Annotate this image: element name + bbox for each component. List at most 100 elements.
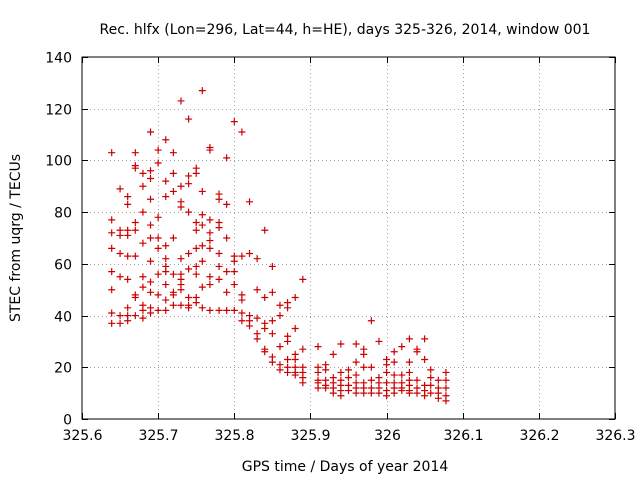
x-tick-label: 325.9 [290, 428, 330, 444]
data-point [230, 281, 238, 289]
data-point [223, 306, 231, 314]
data-point [198, 304, 206, 312]
data-point [177, 97, 185, 105]
data-point [442, 376, 450, 384]
data-point [215, 306, 223, 314]
data-point [116, 312, 124, 320]
data-point [185, 293, 193, 301]
data-point [215, 262, 223, 270]
data-point [434, 394, 442, 402]
data-point [139, 314, 147, 322]
y-tick-label: 60 [54, 258, 72, 274]
data-points [108, 87, 450, 405]
data-point [360, 350, 368, 358]
data-point [169, 301, 177, 309]
data-point [246, 198, 254, 206]
data-point [329, 389, 337, 397]
data-point [169, 169, 177, 177]
data-point [352, 358, 360, 366]
grid-lines [82, 57, 615, 419]
data-point [116, 273, 124, 281]
data-point [139, 283, 147, 291]
data-point [268, 358, 276, 366]
data-point [276, 343, 284, 351]
data-point [124, 317, 132, 325]
tick-labels: 325.6 325.7 325.8 325.9 326 326.1 326.2 326.3 0 2… [45, 51, 635, 445]
data-point [299, 345, 307, 353]
data-point [246, 250, 254, 258]
data-point [139, 182, 147, 190]
data-point [192, 299, 200, 307]
data-point [108, 149, 116, 157]
data-point [413, 348, 421, 356]
data-point [322, 384, 330, 392]
data-point [154, 270, 162, 278]
data-point [124, 275, 132, 283]
data-point [405, 368, 413, 376]
data-point [253, 335, 261, 343]
data-point [261, 348, 269, 356]
data-point [284, 356, 292, 364]
data-point [198, 187, 206, 195]
data-point [131, 218, 139, 226]
data-point [291, 325, 299, 332]
data-point [147, 234, 155, 242]
data-point [131, 226, 139, 234]
y-tick-label: 0 [63, 413, 72, 429]
data-point [185, 208, 193, 216]
data-point [352, 389, 360, 397]
data-point [268, 317, 276, 325]
data-point [322, 366, 330, 374]
data-point [154, 213, 162, 221]
data-point [131, 149, 139, 157]
data-point [147, 128, 155, 136]
data-point [314, 343, 322, 351]
data-point [442, 384, 450, 392]
data-point [124, 231, 132, 239]
data-point [253, 314, 261, 322]
data-point [238, 252, 246, 260]
data-point [177, 255, 185, 263]
data-point [398, 343, 406, 351]
data-point [291, 293, 299, 301]
chart-title: Rec. hlfx (Lon=296, Lat=44, h=HE), days … [100, 22, 591, 38]
data-point [337, 368, 345, 376]
x-tick-label: 325.6 [62, 428, 102, 444]
x-tick-label: 326.2 [519, 428, 559, 444]
data-point [345, 387, 352, 395]
data-point [192, 169, 200, 177]
data-point [124, 252, 132, 260]
data-point [169, 187, 177, 195]
data-point [261, 226, 269, 234]
data-point [154, 146, 162, 154]
data-point [383, 379, 391, 387]
data-point [177, 203, 185, 211]
data-point [131, 312, 139, 320]
data-point [360, 363, 368, 371]
data-point [185, 265, 193, 273]
data-point [367, 317, 375, 325]
data-point [367, 389, 375, 397]
data-point [442, 368, 450, 376]
data-point [427, 366, 435, 374]
data-point [413, 389, 421, 397]
data-point [223, 200, 231, 208]
data-point [108, 309, 116, 317]
data-point [390, 371, 398, 379]
data-point [108, 319, 116, 327]
data-point [345, 374, 352, 382]
data-point [276, 366, 284, 374]
data-point [198, 87, 206, 95]
data-point [299, 379, 307, 387]
data-point [206, 273, 214, 281]
data-point [185, 250, 193, 258]
data-point [329, 350, 337, 358]
data-point [162, 296, 170, 304]
data-point [375, 337, 383, 345]
data-point [383, 392, 391, 400]
y-tick-label: 100 [45, 154, 72, 170]
data-point [162, 136, 170, 144]
x-tick-label: 325.7 [138, 428, 178, 444]
axis-ticks [82, 57, 616, 420]
